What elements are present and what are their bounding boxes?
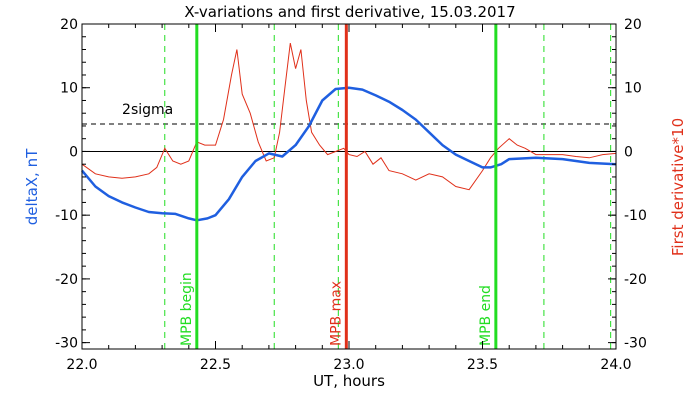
y-tick-label-left-5: -30 [55, 336, 78, 352]
chart-title: X-variations and first derivative, 15.03… [184, 3, 515, 21]
y-tick-label-left-0: 20 [60, 17, 78, 33]
x-tick-label-2: 23.0 [333, 357, 364, 373]
y-tick-label-left-3: -10 [55, 208, 78, 224]
y-tick-label-right-4: -20 [624, 272, 647, 288]
plot-area: 2sigma MPB begin MPB max MPB end [81, 24, 617, 349]
marker-label-1: MPB max [328, 281, 344, 346]
y-tick-label-right-3: -10 [624, 208, 647, 224]
y-axis-label: deltaX, nT [23, 148, 41, 225]
marker-label-0: MPB begin [179, 272, 195, 346]
y-tick-label-right-5: -30 [624, 336, 647, 352]
y-tick-label-right-0: 20 [624, 17, 642, 33]
y-tick-label-left-1: 10 [60, 81, 78, 97]
y-tick-label-left-2: 0 [69, 144, 78, 160]
y-tick-label-right-2: 0 [624, 144, 633, 160]
x-tick-label-1: 22.5 [200, 357, 231, 373]
x-axis-label: UT, hours [313, 372, 385, 390]
x-tick-label-4: 24.0 [600, 357, 631, 373]
sigma-label: 2sigma [122, 102, 173, 118]
y2-axis-label: First derivative*10 [669, 118, 687, 256]
axes: 22.0 22.5 23.0 23.5 24.0 20 20 10 10 0 0 -10 -10 -20 -… [55, 17, 647, 373]
y-tick-label-left-4: -20 [55, 272, 78, 288]
plot-frame [81, 23, 617, 350]
marker-label-2: MPB end [478, 285, 494, 346]
x-tick-label-0: 22.0 [66, 357, 97, 373]
x-tick-label-3: 23.5 [467, 357, 498, 373]
series-deltax-line [81, 86, 617, 222]
series-derivative-line [81, 42, 617, 191]
y-tick-label-right-1: 10 [624, 81, 642, 97]
